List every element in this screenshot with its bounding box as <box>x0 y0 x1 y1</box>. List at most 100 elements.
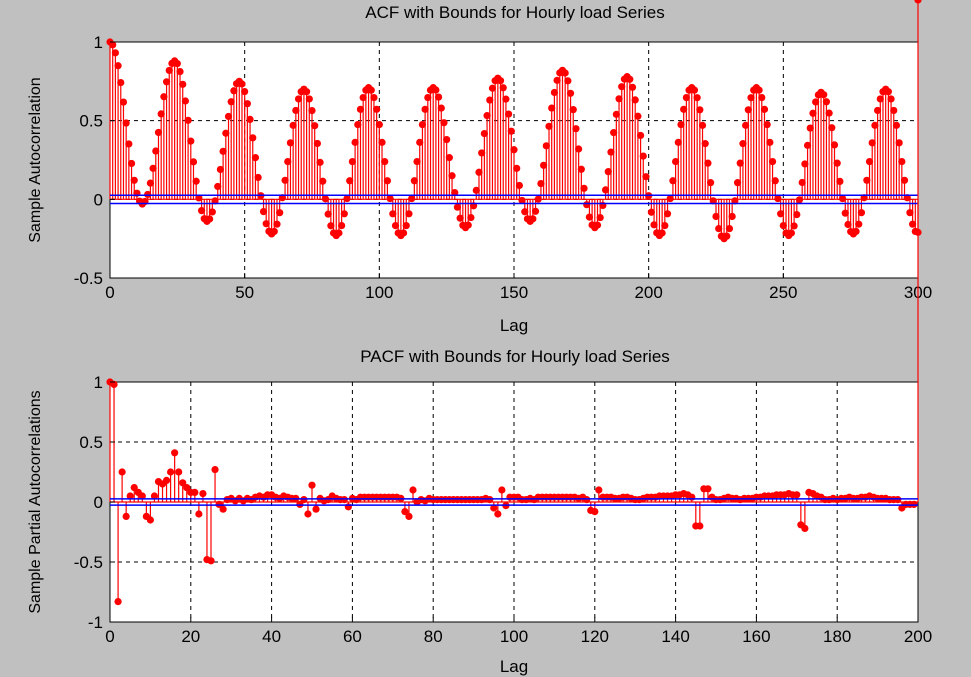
pacf-panel: PACF with Bounds for Hourly load Series … <box>27 0 932 676</box>
stem-marker <box>171 449 179 457</box>
stem-marker <box>409 486 417 494</box>
stem-marker <box>661 222 669 230</box>
pacf-stems <box>106 0 922 606</box>
stem-marker <box>401 508 409 516</box>
stem-marker <box>631 96 639 104</box>
stem-marker <box>569 106 577 114</box>
stem-marker <box>521 208 529 216</box>
stem-marker <box>243 100 251 108</box>
stem-marker <box>793 210 801 219</box>
stem-marker <box>693 94 701 102</box>
stem-marker <box>227 98 235 106</box>
stem-marker <box>863 176 871 184</box>
stem-marker <box>682 93 690 102</box>
stem-marker <box>876 95 884 103</box>
acf-y-label: Sample Autocorrelation <box>27 77 44 242</box>
stem-marker <box>344 503 352 511</box>
stem-marker <box>680 105 688 113</box>
x-tick-label: 120 <box>581 627 609 646</box>
stem-marker <box>865 157 874 166</box>
stem-marker <box>157 110 165 118</box>
stem-marker <box>114 598 122 606</box>
x-tick-label: 60 <box>343 627 362 646</box>
stem-marker <box>173 59 181 68</box>
stem-marker <box>688 493 696 501</box>
stem-marker <box>766 138 774 146</box>
stem-marker <box>440 119 448 127</box>
stem-marker <box>820 91 828 99</box>
stem-marker <box>701 140 709 148</box>
stem-marker <box>149 164 157 172</box>
stem-marker <box>150 492 159 500</box>
stem-marker <box>335 229 343 237</box>
stem-marker <box>542 142 550 150</box>
stem-marker <box>241 87 249 96</box>
stem-marker <box>381 157 389 166</box>
pacf-y-label: Sample Partial Autocorrelations <box>27 390 44 613</box>
x-tick-label: 0 <box>105 283 114 302</box>
stem-marker <box>596 213 604 222</box>
stem-marker <box>607 148 615 156</box>
stem-marker <box>432 86 440 94</box>
stem-marker <box>801 524 809 533</box>
y-tick-label: -0.5 <box>74 553 103 572</box>
x-tick-label: 160 <box>742 627 770 646</box>
stem-marker <box>486 96 494 104</box>
stem-marker <box>577 165 585 173</box>
stem-marker <box>162 476 171 484</box>
stem-marker <box>650 221 658 229</box>
stem-marker <box>456 214 464 222</box>
acf-y-tick-labels: -0.5 0 0.5 1 <box>74 33 115 288</box>
stem-marker <box>707 179 715 187</box>
stem-marker <box>259 208 268 216</box>
stem-marker <box>340 210 348 218</box>
stem-marker <box>895 139 903 147</box>
stem-marker <box>125 140 133 148</box>
stem-marker <box>696 106 704 114</box>
stem-marker <box>176 67 184 76</box>
pacf-x-label: Lag <box>500 657 528 676</box>
stem-marker <box>464 221 472 229</box>
stem-marker <box>855 220 863 228</box>
stem-marker <box>537 180 545 188</box>
stem-marker <box>214 182 222 191</box>
stem-marker <box>216 165 225 174</box>
stem-marker <box>798 178 806 187</box>
stem-marker <box>117 78 125 87</box>
stem-marker <box>418 121 427 129</box>
stem-marker <box>825 109 833 117</box>
stem-marker <box>289 121 297 129</box>
stem-marker <box>219 505 227 513</box>
stem-marker <box>118 468 126 476</box>
stem-marker <box>502 95 510 103</box>
stem-marker <box>305 95 313 103</box>
stem-marker <box>445 154 453 162</box>
y-tick-label: 0 <box>94 190 103 209</box>
stem-marker <box>197 207 206 215</box>
stem-marker <box>338 222 346 230</box>
x-tick-label: 40 <box>262 627 281 646</box>
stem-marker <box>892 121 901 129</box>
stem-marker <box>618 83 626 91</box>
stem-marker <box>774 194 782 203</box>
stem-marker <box>356 105 365 113</box>
stem-marker <box>324 210 332 218</box>
stem-marker <box>755 86 763 94</box>
stem-marker <box>669 177 677 185</box>
stem-marker <box>790 222 798 230</box>
stem-marker <box>208 208 216 216</box>
stem-marker <box>391 222 400 230</box>
stem-marker <box>348 157 356 166</box>
stem-marker <box>499 84 507 92</box>
stem-marker <box>187 137 195 145</box>
y-tick-label: 1 <box>94 33 103 52</box>
stem-marker <box>841 209 849 217</box>
stem-marker <box>416 138 424 146</box>
stem-marker <box>399 229 408 237</box>
stem-marker <box>138 492 146 500</box>
stem-marker <box>327 222 335 230</box>
stem-marker <box>146 516 154 524</box>
stem-marker <box>483 112 491 120</box>
pacf-y-tick-labels: -1 -0.5 0 0.5 1 <box>74 373 115 632</box>
